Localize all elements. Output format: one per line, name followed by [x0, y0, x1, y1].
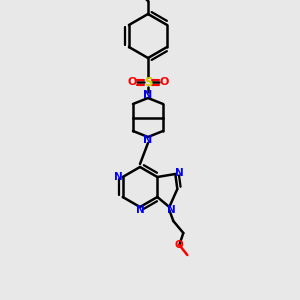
Text: N: N — [114, 172, 123, 182]
Text: S: S — [144, 76, 152, 88]
Text: O: O — [175, 240, 184, 250]
Text: N: N — [143, 90, 153, 100]
Text: O: O — [159, 77, 169, 87]
Text: O: O — [127, 77, 137, 87]
Text: N: N — [143, 135, 153, 145]
Text: N: N — [175, 168, 184, 178]
Text: N: N — [167, 205, 176, 215]
Text: N: N — [136, 205, 144, 215]
